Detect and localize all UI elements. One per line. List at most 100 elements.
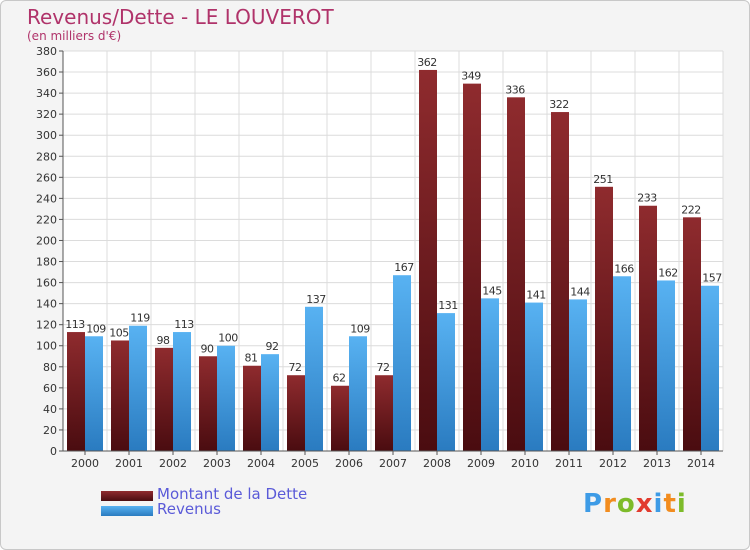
data-label-dette: 62 [333,372,346,385]
bar-revenus [657,280,675,451]
x-tick-label: 2000 [71,457,99,470]
x-tick-label: 2005 [291,457,319,470]
bar-dette [419,69,437,452]
y-tick-label: 0 [50,445,57,458]
data-label-dette: 81 [245,352,258,365]
data-label-revenus: 167 [394,261,414,274]
y-tick-label: 240 [36,192,57,205]
y-tick-label: 220 [36,213,57,226]
data-label-revenus: 109 [350,322,370,335]
bar-dette [287,375,305,451]
y-tick-label: 260 [36,171,57,184]
x-tick-label: 2013 [643,457,671,470]
data-label-revenus: 131 [438,299,458,312]
x-tick-label: 2012 [599,457,627,470]
data-label-dette: 349 [461,70,481,83]
bar-revenus [173,332,191,451]
x-tick-label: 2014 [687,457,715,470]
data-label-revenus: 144 [570,285,590,298]
bar-dette [551,112,569,451]
y-tick-label: 200 [36,234,57,247]
bar-revenus [613,276,631,451]
y-tick-label: 300 [36,129,57,142]
data-label-dette: 233 [637,192,657,205]
bars [67,69,719,452]
y-tick-label: 380 [36,45,57,58]
data-label-revenus: 92 [266,340,279,353]
x-tick-label: 2006 [335,457,363,470]
bar-dette [331,385,349,451]
legend-label-revenus: Revenus [157,500,221,518]
labels: 0 20 40 60 80 100 120 140 160 180 200 220 240 260 280 3… [36,45,723,470]
x-tick-label: 2004 [247,457,275,470]
y-tick-label: 120 [36,319,57,332]
bar-revenus [437,313,455,451]
bar-revenus [481,298,499,451]
logo-letter: P [583,489,604,519]
proxiti-logo: Proxiti [583,489,687,519]
data-label-revenus: 166 [614,262,634,275]
legend-swatch-dette [101,491,153,501]
y-tick-label: 40 [43,403,57,416]
bar-dette [507,97,525,451]
data-label-dette: 113 [65,318,85,331]
logo-letter: r [603,489,617,519]
data-label-dette: 98 [157,334,170,347]
x-tick-label: 2010 [511,457,539,470]
data-label-revenus: 141 [526,289,546,302]
data-label-revenus: 145 [482,284,502,297]
y-tick-label: 180 [36,256,57,269]
bar-dette [683,217,701,451]
x-tick-label: 2007 [379,457,407,470]
data-label-dette: 251 [593,173,613,186]
bar-revenus [305,306,323,451]
logo-letter: t [663,489,677,519]
logo-letter: i [653,489,664,519]
x-tick-label: 2011 [555,457,583,470]
data-label-revenus: 162 [658,266,678,279]
bar-revenus [129,325,147,451]
data-label-revenus: 113 [174,318,194,331]
y-tick-label: 20 [43,424,57,437]
bar-revenus [217,345,235,451]
logo-letter: x [635,489,654,519]
bar-dette [67,332,85,451]
bar-dette [243,365,261,451]
bar-revenus [349,336,367,451]
bar-revenus [569,299,587,451]
data-label-dette: 322 [549,98,569,111]
axes [59,50,723,455]
y-tick-label: 100 [36,340,57,353]
logo-letter: o [616,489,636,519]
y-tick-label: 80 [43,361,57,374]
bar-revenus [701,285,719,451]
bar-dette [111,340,129,451]
y-tick-label: 280 [36,150,57,163]
bar-dette [155,347,173,451]
y-tick-label: 320 [36,108,57,121]
data-label-revenus: 109 [86,322,106,335]
data-label-dette: 336 [505,83,525,96]
logo-letter: i [676,489,687,519]
data-label-dette: 72 [377,361,390,374]
bar-revenus [525,302,543,451]
data-label-dette: 222 [681,203,701,216]
bar-dette [639,205,657,451]
data-label-revenus: 100 [218,332,238,345]
y-tick-label: 140 [36,298,57,311]
bar-revenus [85,336,103,451]
x-tick-label: 2009 [467,457,495,470]
data-label-dette: 105 [109,326,129,339]
bar-dette [199,356,217,451]
data-label-revenus: 137 [306,293,326,306]
x-tick-label: 2008 [423,457,451,470]
y-tick-label: 360 [36,66,57,79]
chart-subtitle: (en milliers d'€) [27,29,122,43]
y-tick-label: 160 [36,277,57,290]
y-tick-label: 60 [43,382,57,395]
bar-dette [595,186,613,451]
data-label-dette: 72 [289,361,302,374]
legend-label-dette: Montant de la Dette [157,485,308,503]
